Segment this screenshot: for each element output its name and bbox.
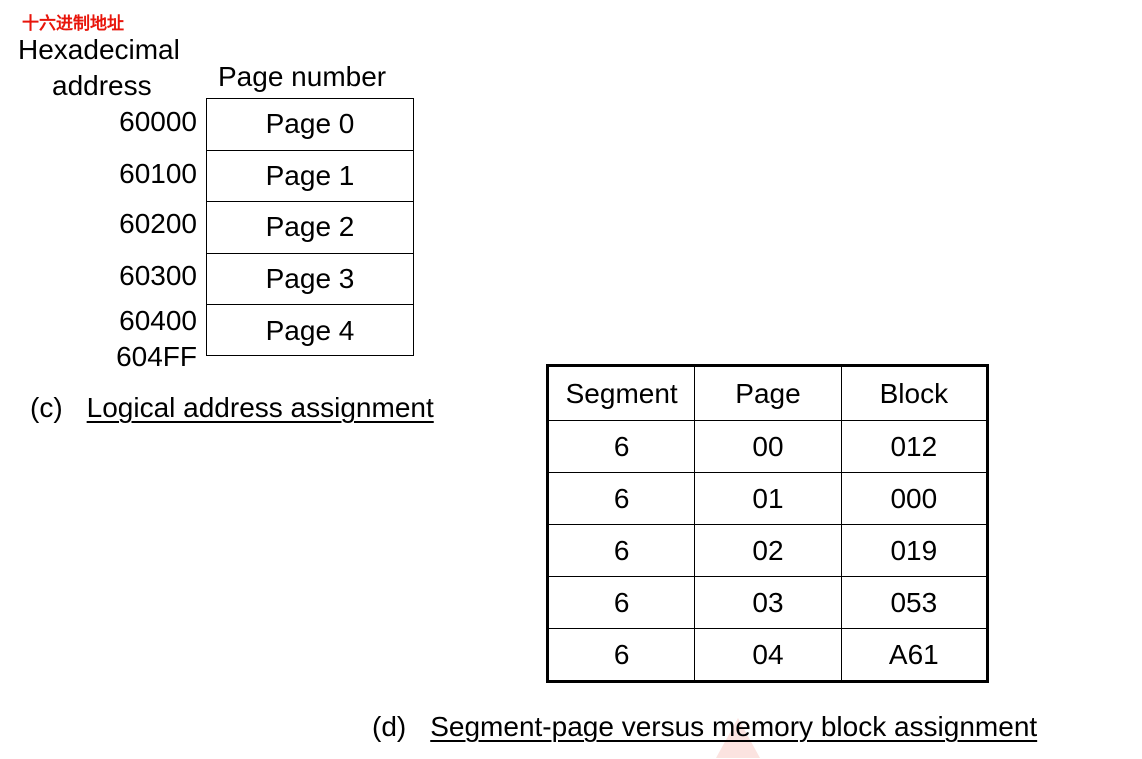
segment-page-table: Segment Page Block 6 00 012 6 01 000 6 0… [546, 364, 989, 683]
block-cell: 012 [840, 420, 989, 473]
caption-d-text: Segment-page versus memory block assignm… [430, 711, 1038, 742]
hex-address-title-line2: address [52, 70, 152, 101]
address-label-1: 60100 [119, 158, 197, 189]
header-segment: Segment [546, 365, 696, 421]
block-cell: 019 [840, 524, 989, 577]
block-cell: A61 [840, 628, 989, 682]
hex-address-title-line1: Hexadecimal [18, 34, 180, 65]
table-row: 6 01 000 [546, 472, 989, 525]
watermark-shape [716, 718, 760, 758]
address-label-3: 60300 [119, 260, 197, 291]
table-header-row: Segment Page Block [546, 365, 989, 421]
segment-cell: 6 [546, 524, 696, 577]
page-cell: Page 1 [207, 151, 413, 203]
address-label-5: 604FF [116, 341, 197, 372]
table-row: 6 00 012 [546, 420, 989, 473]
caption-c-label: (c) [30, 392, 63, 423]
page-cell: Page 4 [265, 315, 355, 347]
block-cell: 000 [840, 472, 989, 525]
table-row: 6 03 053 [546, 576, 989, 629]
caption-c: (c) Logical address assignment [30, 391, 434, 425]
caption-d-label: (d) [372, 711, 407, 742]
caption-c-text: Logical address assignment [86, 392, 434, 423]
hex-address-title: Hexadecimal address [18, 32, 198, 104]
header-page: Page [694, 365, 842, 421]
page-number-title: Page number [218, 61, 387, 92]
chinese-annotation: 十六进制地址 [22, 14, 124, 34]
table-row: 6 02 019 [546, 524, 989, 577]
segment-cell: 6 [546, 420, 696, 473]
segment-cell: 6 [546, 576, 696, 629]
page-cell: 00 [694, 420, 842, 473]
page-cell: 01 [694, 472, 842, 525]
page-cell: Page 3 [207, 254, 413, 306]
page-cell: 02 [694, 524, 842, 577]
page-cell: 03 [694, 576, 842, 629]
page-cell: Page 0 [207, 99, 413, 151]
address-label-4: 60400 [119, 305, 197, 336]
caption-d: (d) Segment-page versus memory block assi… [372, 710, 1037, 744]
page-number-column: Page 0 Page 1 Page 2 Page 3 Page 4 [206, 98, 414, 356]
address-label-2: 60200 [119, 208, 197, 239]
segment-cell: 6 [546, 628, 696, 682]
block-cell: 053 [840, 576, 989, 629]
page-cell: Page 2 [207, 202, 413, 254]
header-block: Block [840, 365, 989, 421]
table-row: 6 04 A61 [546, 628, 989, 682]
address-label-0: 60000 [119, 106, 197, 137]
page-cell: 04 [694, 628, 842, 682]
segment-cell: 6 [546, 472, 696, 525]
